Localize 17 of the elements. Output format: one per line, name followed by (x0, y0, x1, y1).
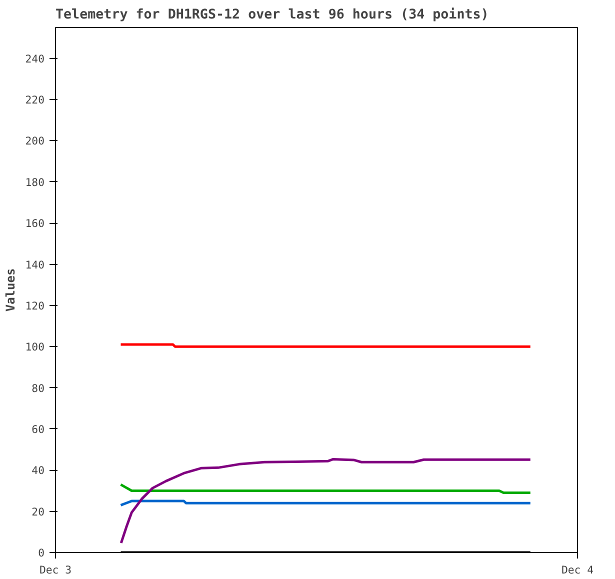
y-tick-label: 120 (25, 299, 45, 312)
y-axis-title: Values (3, 268, 18, 312)
y-tick-label: 140 (25, 258, 45, 272)
y-tick-label: 100 (25, 340, 45, 354)
y-tick-label: 160 (25, 217, 45, 230)
x-tick-label: Dec 3 (39, 564, 72, 576)
chart-title: Telemetry for DH1RGS-12 over last 96 hours (34 points) (56, 8, 489, 22)
x-tick-label: Dec 4 (561, 564, 594, 576)
y-tick-label: 180 (25, 176, 45, 189)
y-tick-label: 220 (25, 94, 45, 107)
y-tick-label: 0 (38, 546, 45, 560)
y-tick-label: 240 (25, 52, 45, 66)
y-tick-label: 200 (25, 134, 45, 148)
y-tick-label: 20 (32, 505, 45, 518)
y-tick-label: 80 (32, 382, 45, 395)
y-tick-label: 60 (32, 422, 45, 436)
y-tick-label: 40 (32, 464, 45, 478)
